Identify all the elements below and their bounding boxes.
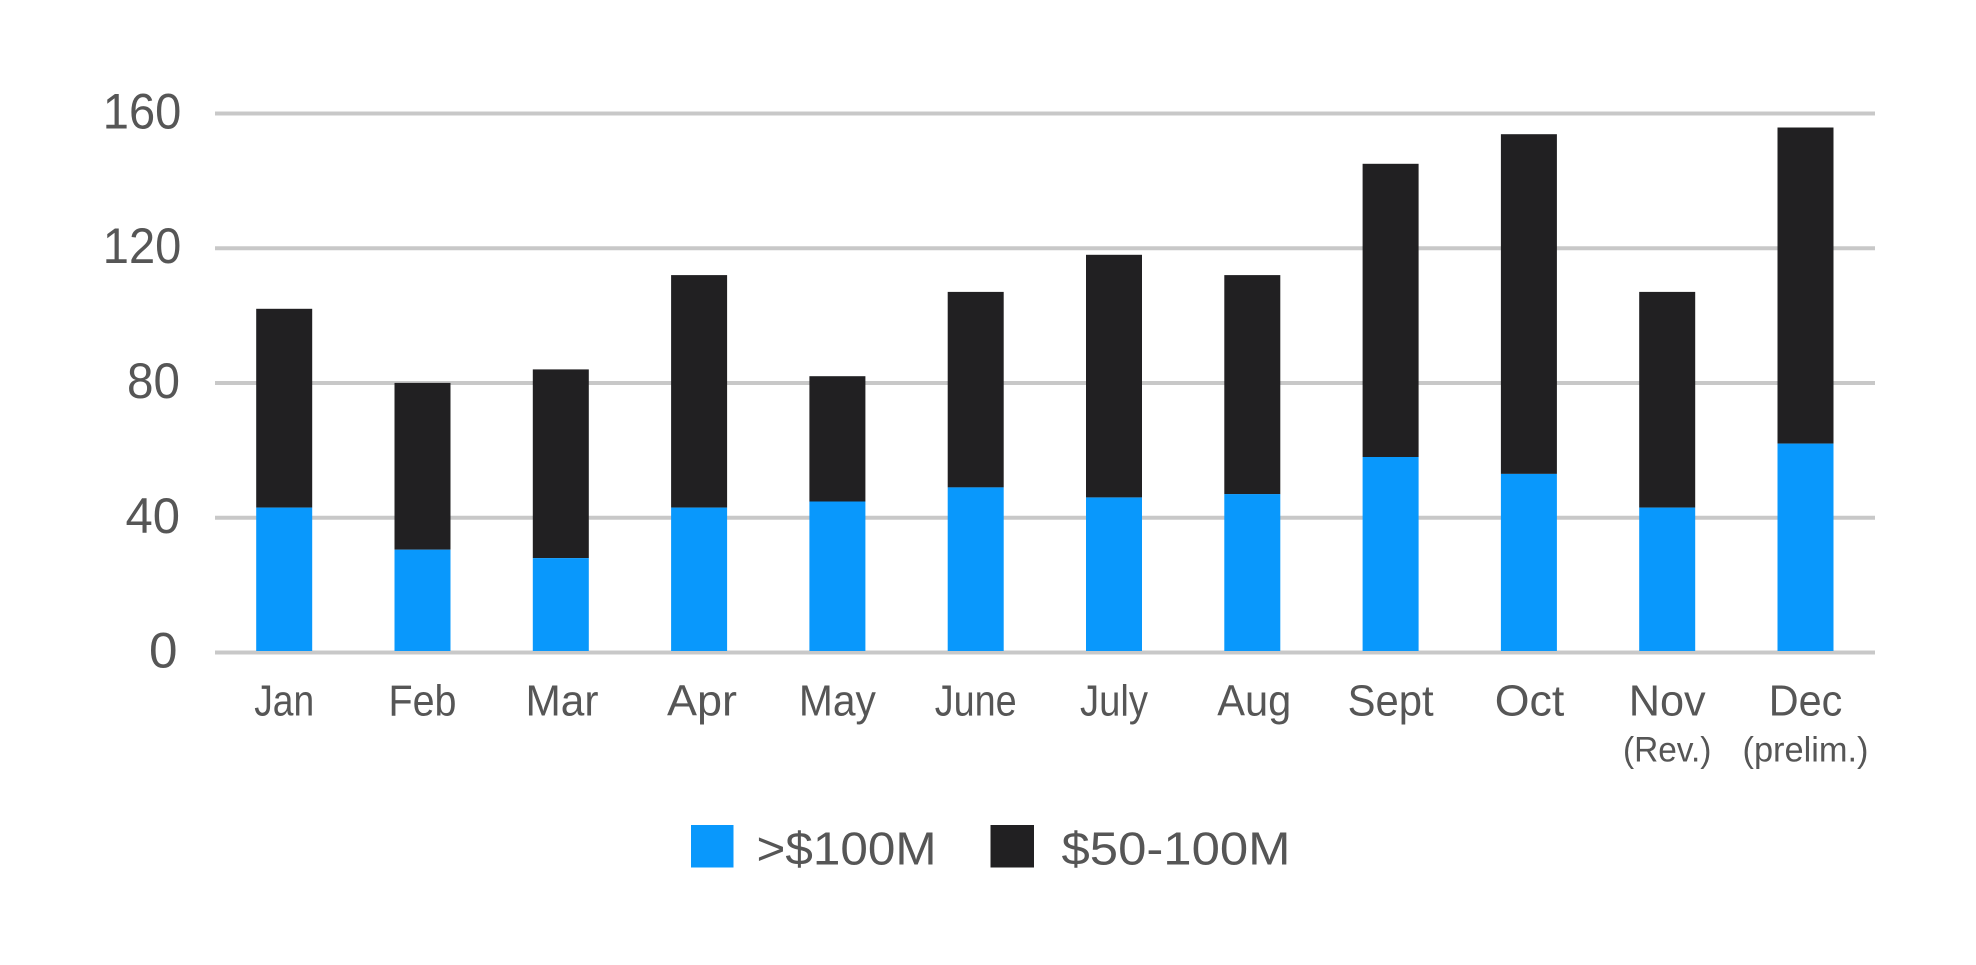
- svg-text:80: 80: [127, 353, 180, 409]
- svg-text:Mar: Mar: [526, 677, 599, 726]
- svg-text:Feb: Feb: [389, 677, 457, 726]
- svg-text:(Rev.): (Rev.): [1623, 731, 1712, 770]
- svg-text:$50-100M: $50-100M: [1062, 823, 1291, 875]
- svg-text:May: May: [799, 677, 876, 726]
- svg-text:40: 40: [126, 488, 181, 544]
- svg-text:Nov: Nov: [1629, 677, 1706, 726]
- svg-text:July: July: [1080, 677, 1148, 726]
- svg-text:120: 120: [103, 218, 182, 274]
- svg-text:Apr: Apr: [667, 677, 737, 726]
- svg-text:Jan: Jan: [254, 677, 314, 726]
- svg-text:Oct: Oct: [1495, 677, 1565, 726]
- svg-text:Aug: Aug: [1217, 677, 1291, 726]
- svg-text:0: 0: [149, 623, 178, 679]
- svg-text:June: June: [935, 677, 1017, 726]
- svg-text:>$100M: >$100M: [757, 823, 937, 875]
- svg-text:(prelim.): (prelim.): [1743, 731, 1869, 770]
- svg-text:Dec: Dec: [1769, 677, 1843, 726]
- svg-text:160: 160: [103, 84, 182, 140]
- svg-text:Sept: Sept: [1348, 677, 1434, 726]
